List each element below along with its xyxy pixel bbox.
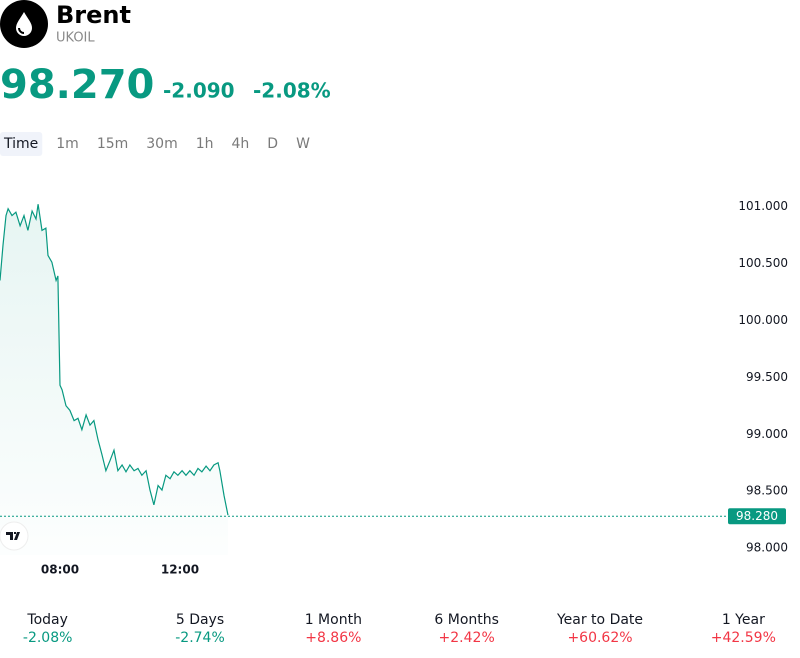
timeframe-tab[interactable]: 15m	[93, 132, 132, 156]
performance-value: +60.62%	[567, 630, 632, 646]
logo	[0, 0, 48, 48]
performance-item[interactable]: Year to Date +60.62%	[556, 612, 643, 646]
tab-label[interactable]: Time	[3, 136, 38, 152]
timeframe-tab[interactable]: D	[263, 132, 282, 156]
performance-item[interactable]: 1 Year +42.59%	[711, 612, 776, 646]
timeframe-tab[interactable]: 4h	[228, 132, 254, 156]
timeframe-tab[interactable]: 1h	[192, 132, 218, 156]
performance-item[interactable]: Today -2.08%	[23, 612, 73, 646]
price-line	[0, 204, 229, 516]
timeframe-tab[interactable]: Time	[0, 132, 43, 156]
last-price-badge	[728, 508, 786, 525]
performance-value: +8.86%	[305, 630, 361, 646]
performance-item[interactable]: 5 Days -2.74%	[175, 612, 225, 646]
performance-value: -2.74%	[175, 630, 225, 646]
timeframe-tab[interactable]: W	[292, 132, 314, 156]
y-tick-label: 99.500	[746, 370, 788, 384]
tab-label[interactable]: 1h	[196, 136, 214, 152]
timeframe-tabs: Time 1m 15m 30m 1h 4h D W	[0, 132, 314, 156]
area	[0, 204, 228, 556]
last-price-label: 98.280	[736, 509, 778, 523]
change: -2.090	[163, 79, 235, 103]
performance-label: 1 Month	[305, 612, 362, 628]
symbol: UKOIL	[56, 31, 95, 46]
performance-label: Year to Date	[556, 612, 643, 628]
tab-label[interactable]: 30m	[146, 136, 177, 152]
x-tick-label: 12:00	[161, 563, 199, 577]
performance: Today -2.08% 5 Days -2.74% 1 Month +8.86% 6 Mo…	[23, 612, 776, 646]
y-tick-label: 99.000	[746, 427, 788, 441]
timeframe-tab[interactable]: 1m	[52, 132, 83, 156]
x-tick-label: 08:00	[41, 563, 79, 577]
price: 98.270	[0, 62, 154, 108]
title: Brent	[56, 1, 131, 29]
tab-label[interactable]: 4h	[232, 136, 250, 152]
performance-label: Today	[26, 612, 68, 628]
performance-label: 6 Months	[434, 612, 499, 628]
y-tick-label: 98.000	[746, 541, 788, 555]
tab-label[interactable]: 1m	[56, 136, 79, 152]
performance-value: +2.42%	[439, 630, 495, 646]
tradingview-logo	[0, 521, 29, 551]
performance-value: -2.08%	[23, 630, 73, 646]
y-tick-label: 100.500	[738, 256, 788, 270]
performance-value: +42.59%	[711, 630, 776, 646]
change-percent: -2.08%	[253, 79, 331, 103]
performance-label: 1 Year	[722, 612, 765, 628]
tab-label[interactable]: 15m	[97, 136, 128, 152]
tab-label[interactable]: D	[267, 136, 278, 152]
tab-label[interactable]: W	[296, 136, 310, 152]
chart: 98.000 98.500 99.000 99.500 100.000 100.500 10…	[0, 199, 788, 577]
y-tick-label: 98.500	[746, 484, 788, 498]
y-tick-label: 100.000	[738, 313, 788, 327]
timeframe-tab[interactable]: 30m	[142, 132, 181, 156]
performance-label: 5 Days	[176, 612, 224, 628]
tab-background	[0, 132, 43, 156]
performance-item[interactable]: 6 Months +2.42%	[434, 612, 499, 646]
performance-item[interactable]: 1 Month +8.86%	[305, 612, 362, 646]
y-tick-label: 101.000	[738, 199, 788, 213]
